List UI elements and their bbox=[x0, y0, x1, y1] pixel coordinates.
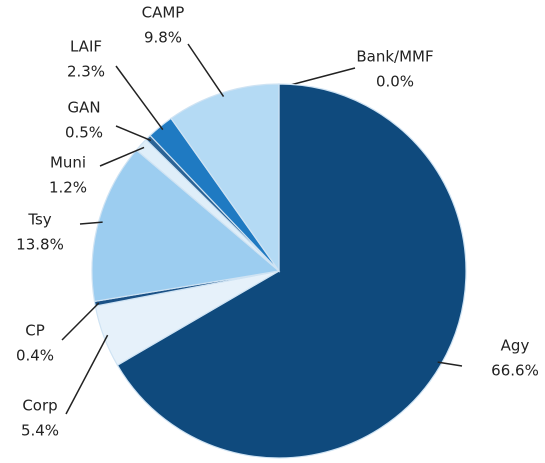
slice-value-label: 0.4% bbox=[16, 347, 54, 365]
slice-label: Corp bbox=[22, 397, 57, 415]
slice-label: Agy bbox=[501, 337, 530, 355]
slice-value-label: 9.8% bbox=[144, 29, 182, 47]
leader-line bbox=[115, 125, 152, 142]
slice-value-label: 0.5% bbox=[65, 124, 103, 142]
leader-line bbox=[79, 221, 103, 225]
slice-value-label: 2.3% bbox=[67, 63, 105, 81]
slice-value-label: 5.4% bbox=[21, 422, 59, 440]
slice-label: GAN bbox=[67, 99, 100, 117]
slice-value-label: 0.0% bbox=[376, 73, 414, 91]
slice-label: Tsy bbox=[27, 211, 51, 229]
slice-label: Muni bbox=[50, 154, 86, 172]
leader-line bbox=[187, 43, 225, 98]
leader-line bbox=[115, 65, 164, 131]
leader-line bbox=[61, 302, 100, 341]
slice-label: Bank/MMF bbox=[356, 48, 433, 66]
pie-slice bbox=[170, 83, 280, 273]
leader-line bbox=[99, 146, 145, 167]
slice-label: LAIF bbox=[70, 38, 102, 56]
slice-label: CP bbox=[25, 322, 45, 340]
slice-label: CAMP bbox=[142, 4, 185, 22]
leader-line bbox=[65, 334, 109, 415]
pie-slice bbox=[91, 149, 281, 303]
slice-value-label: 66.6% bbox=[491, 362, 539, 380]
slice-value-label: 13.8% bbox=[16, 236, 64, 254]
leader-line bbox=[437, 361, 463, 367]
slice-value-label: 1.2% bbox=[49, 179, 87, 197]
pie-slice bbox=[116, 83, 467, 459]
